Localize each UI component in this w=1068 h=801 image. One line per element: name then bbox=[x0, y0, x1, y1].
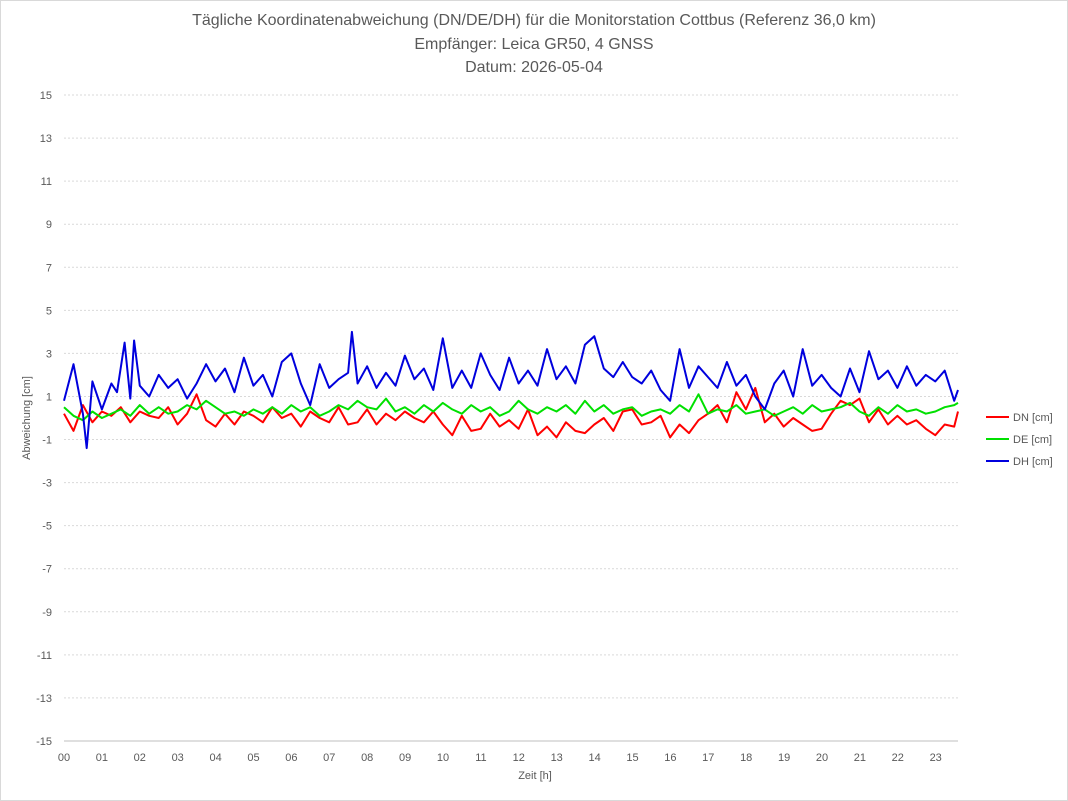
y-tick-label: 13 bbox=[40, 133, 52, 145]
x-tick-label: 12 bbox=[513, 752, 525, 764]
x-tick-label: 20 bbox=[816, 752, 828, 764]
y-tick-label: -5 bbox=[42, 521, 52, 533]
y-tick-label: 1 bbox=[46, 391, 52, 403]
series-line-de bbox=[63, 393, 959, 422]
x-tick-label: 09 bbox=[399, 752, 411, 764]
x-tick-label: 21 bbox=[854, 752, 866, 764]
x-axis-title: Zeit [h] bbox=[518, 770, 552, 782]
x-tick-label: 05 bbox=[247, 752, 259, 764]
chart-title: Tägliche Koordinatenabweichung (DN/DE/DH… bbox=[192, 12, 876, 29]
series-line-dn bbox=[63, 386, 959, 439]
chart-subtitle-date: Datum: 2026-05-04 bbox=[465, 59, 603, 76]
x-tick-label: 02 bbox=[134, 752, 146, 764]
x-tick-label: 04 bbox=[209, 752, 221, 764]
x-tick-label: 08 bbox=[361, 752, 373, 764]
y-tick-label: 7 bbox=[46, 262, 52, 274]
x-tick-label: 11 bbox=[475, 752, 486, 764]
series-line-dh bbox=[63, 330, 959, 450]
x-tick-label: 23 bbox=[930, 752, 942, 764]
y-tick-label: -13 bbox=[36, 693, 52, 705]
y-tick-label: -1 bbox=[42, 435, 52, 447]
x-tick-label: 15 bbox=[626, 752, 638, 764]
legend-label: DN [cm] bbox=[1013, 412, 1053, 424]
y-tick-label: -11 bbox=[37, 650, 52, 662]
chart-subtitle-receiver: Empfänger: Leica GR50, 4 GNSS bbox=[414, 36, 654, 53]
legend-label: DH [cm] bbox=[1013, 456, 1053, 468]
x-tick-label: 07 bbox=[323, 752, 335, 764]
x-tick-label: 17 bbox=[702, 752, 714, 764]
x-tick-label: 13 bbox=[551, 752, 563, 764]
y-tick-label: 3 bbox=[46, 348, 52, 360]
x-tick-label: 06 bbox=[285, 752, 297, 764]
y-tick-label: -9 bbox=[42, 607, 52, 619]
x-tick-label: 10 bbox=[437, 752, 449, 764]
y-axis-title: Abweichung [cm] bbox=[21, 376, 33, 460]
y-tick-label: 15 bbox=[40, 90, 52, 102]
x-tick-label: 14 bbox=[588, 752, 600, 764]
x-tick-label: 22 bbox=[892, 752, 904, 764]
x-tick-label: 19 bbox=[778, 752, 790, 764]
y-tick-label: 9 bbox=[46, 219, 52, 231]
x-tick-label: 01 bbox=[96, 752, 108, 764]
legend-label: DE [cm] bbox=[1013, 434, 1052, 446]
y-tick-label: -15 bbox=[36, 736, 52, 748]
y-tick-label: -7 bbox=[42, 564, 52, 576]
x-tick-label: 18 bbox=[740, 752, 752, 764]
x-tick-label: 03 bbox=[172, 752, 184, 764]
y-tick-label: 11 bbox=[41, 176, 52, 188]
x-tick-label: 00 bbox=[58, 752, 70, 764]
x-tick-label: 16 bbox=[664, 752, 676, 764]
y-tick-label: -3 bbox=[42, 478, 52, 490]
y-tick-label: 5 bbox=[46, 305, 52, 317]
